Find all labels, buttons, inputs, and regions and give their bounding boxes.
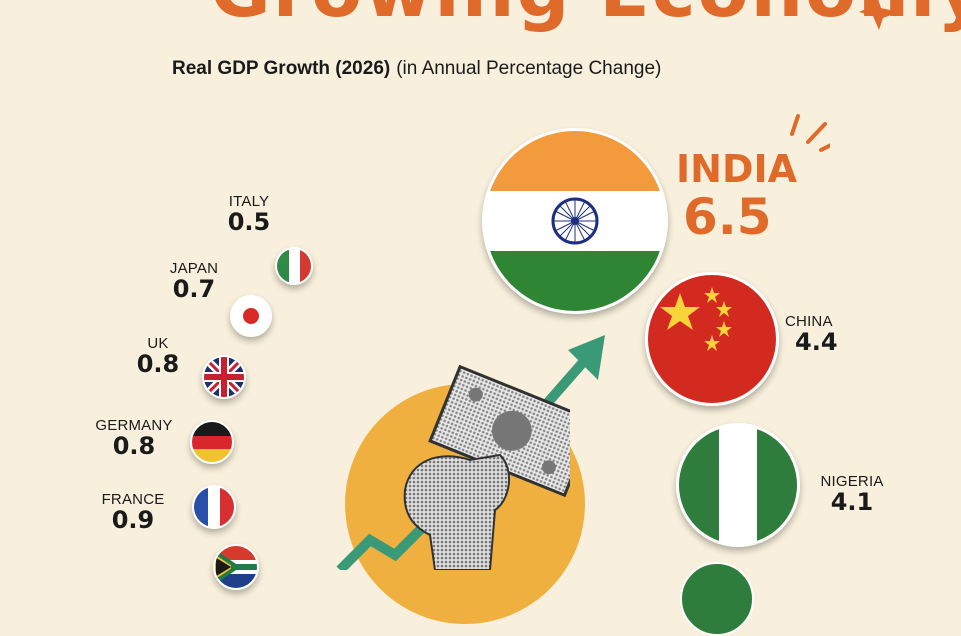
country-value: 4.1: [830, 488, 874, 516]
emphasis-lines-icon: [790, 114, 830, 152]
south-africa-flag-icon: [213, 544, 259, 590]
country-name: FRANCE: [101, 491, 165, 508]
country-name: GERMANY: [95, 417, 173, 434]
country-name: JAPAN: [169, 260, 219, 277]
sparkle-star-icon: [859, 0, 899, 30]
country-value: 0.8: [112, 432, 156, 460]
country-label-france: FRANCE 0.9: [96, 491, 170, 533]
hand-holding-cash-icon: [403, 364, 570, 570]
france-flag-icon: [192, 485, 236, 529]
country-label-china: CHINA 4.4: [785, 313, 855, 355]
country-name: ITALY: [228, 193, 270, 210]
uk-flag-icon: [202, 355, 246, 399]
country-value: 0.5: [227, 208, 271, 236]
country-name: UK: [147, 335, 169, 352]
country-label-nigeria: NIGERIA 4.1: [812, 473, 892, 515]
country-value: 4.4: [795, 328, 838, 356]
germany-flag-icon: [190, 420, 234, 464]
nigeria-flag-icon: [676, 423, 800, 547]
country-value: 0.8: [136, 350, 180, 378]
italy-flag-icon: [275, 247, 313, 285]
partial-flag-icon: [680, 562, 754, 636]
country-label-italy: ITALY 0.5: [220, 193, 278, 235]
country-label-germany: GERMANY 0.8: [88, 417, 180, 459]
subtitle-bold: Real GDP Growth (2026): [172, 58, 391, 79]
country-value: 0.7: [172, 275, 216, 303]
japan-flag-icon: [230, 295, 272, 337]
country-value: 0.9: [111, 506, 155, 534]
subtitle-light: (in Annual Percentage Change): [396, 58, 662, 79]
india-value: 6.5: [683, 188, 772, 246]
country-label-uk: UK 0.8: [130, 335, 186, 377]
chart-subtitle: Real GDP Growth (2026) (in Annual Percent…: [172, 58, 661, 80]
country-label-japan: JAPAN 0.7: [158, 260, 230, 302]
china-flag-icon: [645, 272, 779, 406]
india-flag-icon: [482, 128, 668, 314]
page-title-partial: Growing Economy: [210, 0, 961, 34]
country-name: CHINA: [785, 313, 833, 330]
india-name: INDIA: [676, 147, 798, 191]
country-name: NIGERIA: [820, 473, 884, 490]
